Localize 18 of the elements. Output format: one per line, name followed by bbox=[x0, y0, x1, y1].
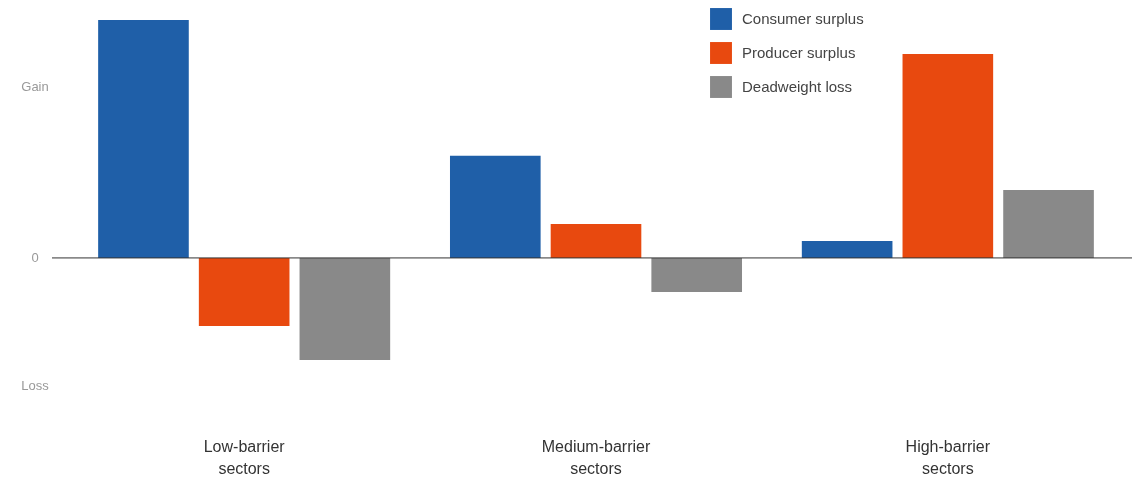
bar bbox=[1003, 189, 1094, 258]
text: Loss bbox=[21, 378, 50, 393]
bar bbox=[98, 20, 189, 258]
bar bbox=[550, 223, 642, 258]
ref-line-label: 0 bbox=[31, 249, 39, 265]
legend-label: Consumer surplus bbox=[742, 10, 864, 27]
legend-label: Deadweight loss bbox=[742, 78, 853, 95]
text: Gain bbox=[21, 79, 49, 94]
x-tick-label: High-barrier sectors bbox=[905, 437, 991, 477]
bar bbox=[902, 54, 994, 258]
bar bbox=[651, 257, 743, 292]
x-tick-label: Medium-barrier sectors bbox=[541, 437, 651, 477]
bar bbox=[299, 257, 391, 360]
bar bbox=[801, 241, 893, 258]
bar bbox=[449, 155, 541, 258]
x-tick-label: Low-barrier sectors bbox=[203, 437, 286, 477]
legend-label: Producer surplus bbox=[742, 44, 856, 61]
bar bbox=[198, 257, 290, 326]
